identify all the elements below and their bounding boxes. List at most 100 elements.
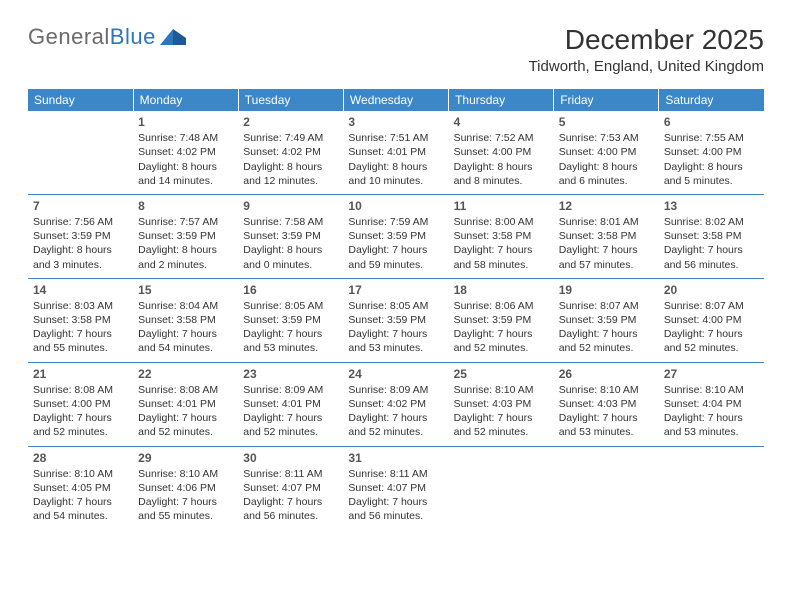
sunrise-text: Sunrise: 8:01 AM <box>559 215 654 229</box>
sunrise-text: Sunrise: 7:58 AM <box>243 215 338 229</box>
daylight-text: Daylight: 8 hours and 8 minutes. <box>454 160 549 188</box>
sunset-text: Sunset: 4:00 PM <box>664 313 759 327</box>
logo-mark-icon <box>160 25 186 45</box>
sunset-text: Sunset: 3:59 PM <box>348 229 443 243</box>
day-number: 20 <box>664 282 759 298</box>
sunset-text: Sunset: 3:59 PM <box>33 229 128 243</box>
sunrise-text: Sunrise: 8:00 AM <box>454 215 549 229</box>
daylight-text: Daylight: 7 hours and 53 minutes. <box>243 327 338 355</box>
sunrise-text: Sunrise: 8:06 AM <box>454 299 549 313</box>
calendar-cell: 8Sunrise: 7:57 AMSunset: 3:59 PMDaylight… <box>133 194 238 278</box>
calendar-cell: 7Sunrise: 7:56 AMSunset: 3:59 PMDaylight… <box>28 194 133 278</box>
sunset-text: Sunset: 4:05 PM <box>33 481 128 495</box>
calendar-body: 1Sunrise: 7:48 AM Sunset: 4:02 PM Daylight… <box>28 111 764 529</box>
calendar-page: GeneralBlue December 2025 Tidworth, Engl… <box>0 0 792 529</box>
calendar-cell: 23Sunrise: 8:09 AMSunset: 4:01 PMDayligh… <box>238 362 343 446</box>
daylight-text: Daylight: 7 hours and 52 minutes. <box>664 327 759 355</box>
calendar-cell: 26Sunrise: 8:10 AMSunset: 4:03 PMDayligh… <box>554 362 659 446</box>
sunset-text: Sunset: 4:03 PM <box>454 397 549 411</box>
day-number: 18 <box>454 282 549 298</box>
sunrise-text: Sunrise: 8:04 AM <box>138 299 233 313</box>
location-text: Tidworth, England, United Kingdom <box>529 58 764 75</box>
daylight-text: Daylight: 7 hours and 53 minutes. <box>559 411 654 439</box>
day-number: 5 <box>559 114 654 130</box>
calendar-cell <box>659 446 764 529</box>
day-header: Monday <box>133 89 238 111</box>
sunrise-text: Sunrise: 8:10 AM <box>33 467 128 481</box>
daylight-text: Daylight: 7 hours and 59 minutes. <box>348 243 443 271</box>
daylight-text: Daylight: 7 hours and 55 minutes. <box>33 327 128 355</box>
calendar-cell <box>449 446 554 529</box>
sunset-text: Sunset: 4:00 PM <box>33 397 128 411</box>
daylight-text: Daylight: 7 hours and 52 minutes. <box>33 411 128 439</box>
calendar-cell: 4Sunrise: 7:52 AMSunset: 4:00 PMDaylight… <box>449 111 554 194</box>
sunset-text: Sunset: 4:00 PM <box>664 145 759 159</box>
sunrise-text: Sunrise: 8:09 AM <box>243 383 338 397</box>
sunrise-text: Sunrise: 8:07 AM <box>559 299 654 313</box>
daylight-text: Daylight: 8 hours and 6 minutes. <box>559 160 654 188</box>
calendar-row: 1Sunrise: 7:48 AM Sunset: 4:02 PM Daylight… <box>28 111 764 194</box>
day-number: 21 <box>33 366 128 382</box>
day-number: 14 <box>33 282 128 298</box>
sunset-text: Sunset: 3:58 PM <box>454 229 549 243</box>
header: GeneralBlue December 2025 Tidworth, Engl… <box>28 24 764 75</box>
sunrise-text: Sunrise: 8:11 AM <box>243 467 338 481</box>
calendar-cell: 9Sunrise: 7:58 AMSunset: 3:59 PMDaylight… <box>238 194 343 278</box>
day-number: 8 <box>138 198 233 214</box>
day-number: 29 <box>138 450 233 466</box>
logo: GeneralBlue <box>28 24 186 50</box>
sunset-text: Sunset: 4:07 PM <box>348 481 443 495</box>
day-header: Saturday <box>659 89 764 111</box>
daylight-text: Daylight: 7 hours and 56 minutes. <box>243 495 338 523</box>
sunrise-text: Sunrise: 8:11 AM <box>348 467 443 481</box>
calendar-cell: 28Sunrise: 8:10 AMSunset: 4:05 PMDayligh… <box>28 446 133 529</box>
calendar-cell: 17Sunrise: 8:05 AMSunset: 3:59 PMDayligh… <box>343 278 448 362</box>
calendar-cell: 3Sunrise: 7:51 AMSunset: 4:01 PMDaylight… <box>343 111 448 194</box>
calendar-cell: 12Sunrise: 8:01 AMSunset: 3:58 PMDayligh… <box>554 194 659 278</box>
sunrise-text: Sunrise: 7:55 AM <box>664 131 759 145</box>
calendar-row: 14Sunrise: 8:03 AMSunset: 3:58 PMDayligh… <box>28 278 764 362</box>
day-number: 1 <box>138 114 233 130</box>
day-number: 28 <box>33 450 128 466</box>
sunrise-text: Sunrise: 7:49 AM <box>243 131 338 145</box>
sunset-text: Sunset: 3:59 PM <box>454 313 549 327</box>
calendar-row: 7Sunrise: 7:56 AMSunset: 3:59 PMDaylight… <box>28 194 764 278</box>
sunrise-text: Sunrise: 8:10 AM <box>664 383 759 397</box>
sunrise-text: Sunrise: 8:05 AM <box>348 299 443 313</box>
day-number: 11 <box>454 198 549 214</box>
daylight-text: Daylight: 7 hours and 54 minutes. <box>138 327 233 355</box>
sunset-text: Sunset: 4:00 PM <box>454 145 549 159</box>
sunrise-text: Sunrise: 7:48 AM <box>138 131 233 145</box>
day-number: 26 <box>559 366 654 382</box>
logo-text-1: General <box>28 24 110 50</box>
sunrise-text: Sunrise: 7:52 AM <box>454 131 549 145</box>
daylight-text: Daylight: 7 hours and 53 minutes. <box>664 411 759 439</box>
day-number: 19 <box>559 282 654 298</box>
day-number: 22 <box>138 366 233 382</box>
sunset-text: Sunset: 4:02 PM <box>243 145 338 159</box>
calendar-cell: 13Sunrise: 8:02 AMSunset: 3:58 PMDayligh… <box>659 194 764 278</box>
daylight-text: Daylight: 8 hours and 5 minutes. <box>664 160 759 188</box>
day-header: Sunday <box>28 89 133 111</box>
sunset-text: Sunset: 3:58 PM <box>559 229 654 243</box>
day-number: 6 <box>664 114 759 130</box>
day-number: 25 <box>454 366 549 382</box>
calendar-cell: 14Sunrise: 8:03 AMSunset: 3:58 PMDayligh… <box>28 278 133 362</box>
sunrise-text: Sunrise: 8:07 AM <box>664 299 759 313</box>
day-number: 2 <box>243 114 338 130</box>
sunrise-text: Sunrise: 7:53 AM <box>559 131 654 145</box>
daylight-text: Daylight: 7 hours and 54 minutes. <box>33 495 128 523</box>
daylight-text: Daylight: 7 hours and 52 minutes. <box>243 411 338 439</box>
daylight-text: Daylight: 7 hours and 52 minutes. <box>559 327 654 355</box>
day-number: 23 <box>243 366 338 382</box>
day-number: 10 <box>348 198 443 214</box>
daylight-text: Daylight: 7 hours and 53 minutes. <box>348 327 443 355</box>
day-header: Wednesday <box>343 89 448 111</box>
day-number: 7 <box>33 198 128 214</box>
day-number: 15 <box>138 282 233 298</box>
daylight-text: Daylight: 7 hours and 52 minutes. <box>348 411 443 439</box>
calendar-cell: 16Sunrise: 8:05 AMSunset: 3:59 PMDayligh… <box>238 278 343 362</box>
calendar-cell <box>554 446 659 529</box>
calendar-cell: 21Sunrise: 8:08 AMSunset: 4:00 PMDayligh… <box>28 362 133 446</box>
calendar-cell: 25Sunrise: 8:10 AMSunset: 4:03 PMDayligh… <box>449 362 554 446</box>
